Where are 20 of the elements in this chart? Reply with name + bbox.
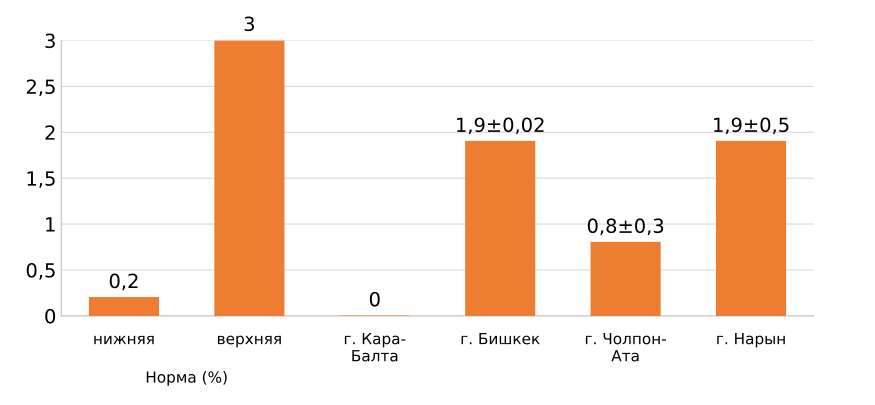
y-tick-label: 1 xyxy=(46,217,55,232)
y-tick-label: 2,5 xyxy=(26,79,55,96)
data-label: 0 xyxy=(370,292,380,307)
x-tick-label: г. Чолпон-Ата xyxy=(586,333,666,362)
text: Норма (%) xyxy=(146,370,227,386)
data-label: 1,9±0,02 xyxy=(457,117,544,134)
x-tick-label: нижняя xyxy=(94,336,154,344)
data-label: 0,8±0,3 xyxy=(588,218,664,236)
data-label: 3 xyxy=(244,16,254,32)
y-tick-label: 2 xyxy=(45,125,54,140)
y-tick-label: 0,5 xyxy=(26,262,55,280)
y-tick-label: 0 xyxy=(45,308,56,324)
x-tick-label: г. Кара-Балта xyxy=(344,333,406,362)
x-tick-label: г. Бишкек xyxy=(462,333,540,344)
data-label: 1,9±0,5 xyxy=(714,117,788,134)
x-tick-label: верхняя xyxy=(218,336,281,348)
y-tick-label: 1,5 xyxy=(28,171,55,188)
data-label: 0,2 xyxy=(110,274,138,290)
x-tick-label: г. Нарын xyxy=(717,333,785,348)
y-tick-label: 3 xyxy=(46,33,55,48)
